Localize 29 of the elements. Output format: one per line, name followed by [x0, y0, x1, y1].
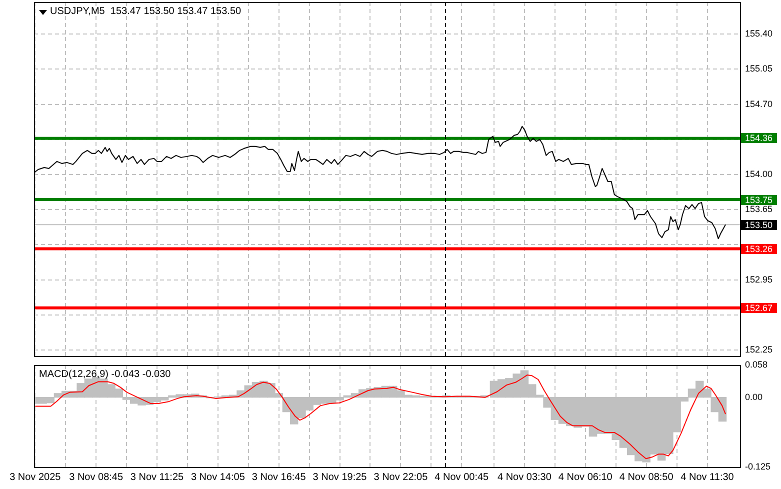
x-tick-label: 4 Nov 11:30: [680, 472, 734, 483]
y-tick-label: 153.65: [745, 204, 773, 214]
ref-line-label: 153.75: [745, 194, 773, 205]
x-tick-label: 3 Nov 14:05: [190, 472, 246, 483]
y-tick-label: 0.00: [745, 392, 763, 402]
x-tick-label: 3 Nov 11:25: [130, 472, 184, 483]
y-tick-label: 155.40: [745, 28, 773, 39]
y-tick-label: 152.95: [745, 274, 773, 284]
y-tick-label: 0.058: [745, 359, 768, 370]
y-tick-label: 154.70: [745, 98, 773, 109]
x-tick-label: 3 Nov 08:45: [69, 472, 124, 483]
y-tick-label: 155.05: [745, 64, 773, 74]
y-tick-label: -0.125: [745, 461, 771, 472]
x-tick-label: 4 Nov 03:30: [498, 472, 552, 483]
ref-line-label: 152.67: [745, 302, 773, 313]
chart-title: MACD(12,26,9) -0.043 -0.030: [39, 369, 171, 381]
y-tick-label: 154.00: [745, 168, 773, 179]
x-tick-label: 4 Nov 08:50: [619, 472, 674, 483]
chart-title: USDJPY,M5 153.47 153.50 153.47 153.50: [50, 6, 242, 18]
x-tick-label: 3 Nov 22:05: [374, 472, 428, 483]
x-tick-label: 4 Nov 06:10: [558, 472, 613, 483]
x-tick-label: 4 Nov 00:45: [434, 472, 490, 483]
x-tick-label: 3 Nov 2025: [10, 472, 62, 483]
x-tick-label: 3 Nov 19:25: [312, 472, 368, 483]
ref-line-label: 153.26: [745, 244, 773, 254]
y-tick-label: 152.25: [745, 344, 773, 354]
ref-line-label: 154.36: [745, 132, 773, 143]
ref-line-label: 153.50: [745, 220, 773, 230]
x-tick-label: 3 Nov 16:45: [252, 472, 306, 483]
